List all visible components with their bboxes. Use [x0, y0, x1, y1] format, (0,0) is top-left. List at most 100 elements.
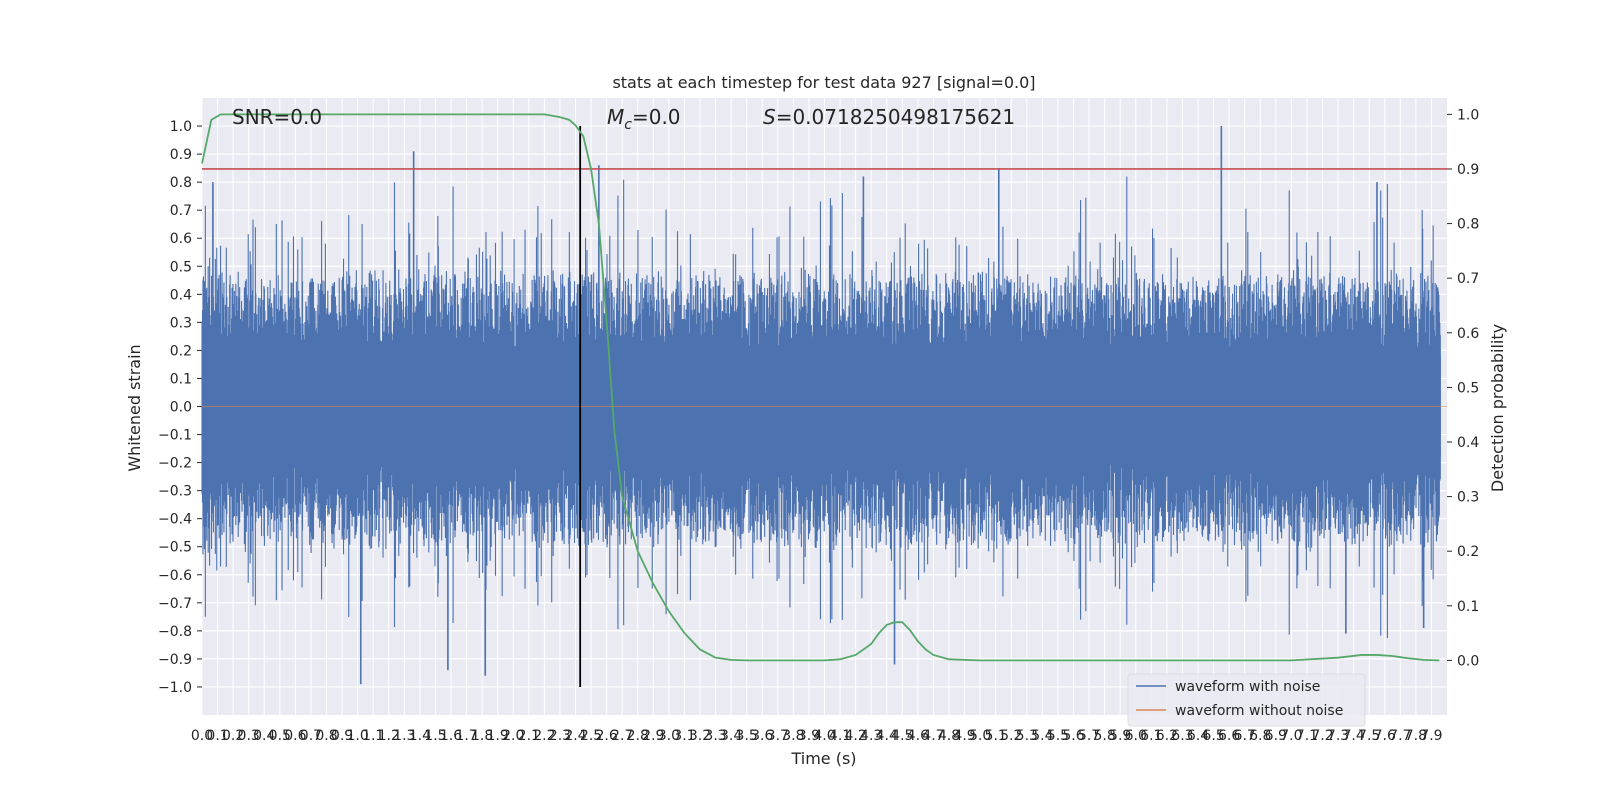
y-tick-label-left: −0.3: [158, 484, 192, 500]
x-tick-label: 5.2: [1000, 728, 1022, 744]
x-tick-label: 3.0: [658, 728, 680, 744]
y-tick-labels-left: 1.0 0.9 0.8 0.7 0.6 0.5 0.4 0.3 0.2 0.1 0.0 −0.1 −0.…: [158, 119, 192, 696]
x-tick-label: 6.2: [1156, 728, 1178, 744]
x-tick-labels: 0.00.10.20.30.40.50.60.70.80.91.01.11.21…: [191, 728, 1443, 744]
x-tick-label: 5.3: [1016, 728, 1038, 744]
x-tick-label: 4.5: [891, 728, 913, 744]
x-tick-label: 1.8: [471, 728, 493, 744]
x-tick-label: 0.4: [253, 728, 275, 744]
x-tick-label: 7.7: [1389, 728, 1411, 744]
x-tick-label: 5.5: [1047, 728, 1069, 744]
y-tick-label-left: 0.1: [170, 371, 192, 387]
overlay-lines: [201, 113, 1447, 687]
x-tick-label: 7.3: [1327, 728, 1349, 744]
x-tick-label: 6.3: [1171, 728, 1193, 744]
chart-title: stats at each timestep for test data 927…: [612, 73, 1035, 92]
x-tick-label: 5.8: [1093, 728, 1115, 744]
y-tick-label-left: 0.7: [170, 203, 192, 219]
y-tick-label-right: 0.6: [1457, 326, 1479, 342]
y-tick-label-left: −1.0: [158, 680, 192, 696]
mc-value: =0.0: [632, 105, 681, 129]
x-tick-label: 4.1: [829, 728, 851, 744]
y-tick-label-right: 0.9: [1457, 162, 1479, 178]
x-tick-label: 5.9: [1109, 728, 1131, 744]
x-tick-label: 7.0: [1280, 728, 1302, 744]
y-tick-label-left: −0.6: [158, 568, 192, 584]
y-tick-label-left: −0.1: [158, 428, 192, 444]
x-tick-label: 6.5: [1202, 728, 1224, 744]
x-tick-label: 1.5: [424, 728, 446, 744]
legend: waveform with noise waveform without noi…: [1127, 673, 1366, 727]
x-tick-label: 2.5: [580, 728, 602, 744]
x-tick-label: 3.8: [782, 728, 804, 744]
legend-box: [1127, 673, 1366, 727]
x-tick-label: 2.7: [611, 728, 633, 744]
x-tick-label: 6.4: [1187, 728, 1209, 744]
y-tick-label-right: 1.0: [1457, 107, 1479, 123]
s-annotation: S=0.0718250498175621: [763, 105, 1015, 129]
x-tick-label: 1.4: [409, 728, 431, 744]
x-tick-label: 6.9: [1265, 728, 1287, 744]
x-tick-label: 3.3: [704, 728, 726, 744]
x-tick-label: 6.6: [1218, 728, 1240, 744]
y-tick-label-right: 0.7: [1457, 271, 1479, 287]
x-tick-label: 2.2: [533, 728, 555, 744]
x-tick-label: 7.6: [1374, 728, 1396, 744]
x-tick-label: 7.8: [1405, 728, 1427, 744]
y-tick-label-left: −0.9: [158, 652, 192, 668]
x-tick-label: 0.6: [284, 728, 306, 744]
x-tick-label: 2.4: [564, 728, 586, 744]
y-tick-label-left: 0.8: [170, 175, 192, 191]
legend-label-clean: waveform without noise: [1175, 703, 1343, 719]
snr-annotation: SNR=0.0: [232, 105, 322, 129]
x-tick-label: 6.8: [1249, 728, 1271, 744]
x-tick-label: 4.6: [907, 728, 929, 744]
y-tick-label-left: 0.3: [170, 315, 192, 331]
x-tick-label: 2.1: [518, 728, 540, 744]
x-tick-label: 0.9: [331, 728, 353, 744]
x-tick-label: 4.0: [813, 728, 835, 744]
x-tick-label: 4.9: [953, 728, 975, 744]
x-tick-label: 6.7: [1234, 728, 1256, 744]
y-tick-label-right: 0.2: [1457, 544, 1479, 560]
y-tick-label-left: 0.2: [170, 343, 192, 359]
y-tick-label-left: −0.8: [158, 624, 192, 640]
x-tick-label: 1.9: [487, 728, 509, 744]
mc-symbol: M: [607, 105, 624, 129]
y-tick-label-right: 0.5: [1457, 380, 1479, 396]
x-tick-label: 4.3: [860, 728, 882, 744]
y-tick-label-right: 0.8: [1457, 217, 1479, 233]
x-tick-label: 0.0: [191, 728, 213, 744]
x-tick-label: 7.5: [1358, 728, 1380, 744]
x-tick-label: 7.9: [1420, 728, 1442, 744]
y-tick-label-right: 0.0: [1457, 653, 1479, 669]
x-tick-label: 2.9: [642, 728, 664, 744]
x-tick-label: 3.7: [767, 728, 789, 744]
x-tick-label: 4.7: [922, 728, 944, 744]
x-tick-label: 2.6: [595, 728, 617, 744]
x-tick-label: 1.3: [393, 728, 415, 744]
x-tick-label: 2.0: [502, 728, 524, 744]
x-tick-label: 3.1: [673, 728, 695, 744]
y-tick-label-left: 0.4: [170, 287, 192, 303]
y-tick-label-left: 0.6: [170, 231, 192, 247]
y-tick-label-left: −0.5: [158, 540, 192, 556]
x-tick-label: 1.6: [440, 728, 462, 744]
y-tick-label-left: −0.7: [158, 596, 192, 612]
mc-annotation: Mc=0.0: [607, 105, 681, 133]
x-tick-label: 7.4: [1342, 728, 1364, 744]
x-tick-label: 1.1: [362, 728, 384, 744]
x-tick-label: 0.7: [300, 728, 322, 744]
x-tick-label: 0.2: [222, 728, 244, 744]
x-tick-label: 5.6: [1062, 728, 1084, 744]
y-tick-label-right: 0.1: [1457, 599, 1479, 615]
x-tick-label: 4.2: [844, 728, 866, 744]
x-tick-label: 5.0: [969, 728, 991, 744]
y-tick-label-left: 0.9: [170, 147, 192, 163]
x-tick-label: 3.5: [736, 728, 758, 744]
x-tick-label: 0.8: [315, 728, 337, 744]
x-tick-label: 3.6: [751, 728, 773, 744]
legend-label-noise: waveform with noise: [1175, 679, 1320, 695]
